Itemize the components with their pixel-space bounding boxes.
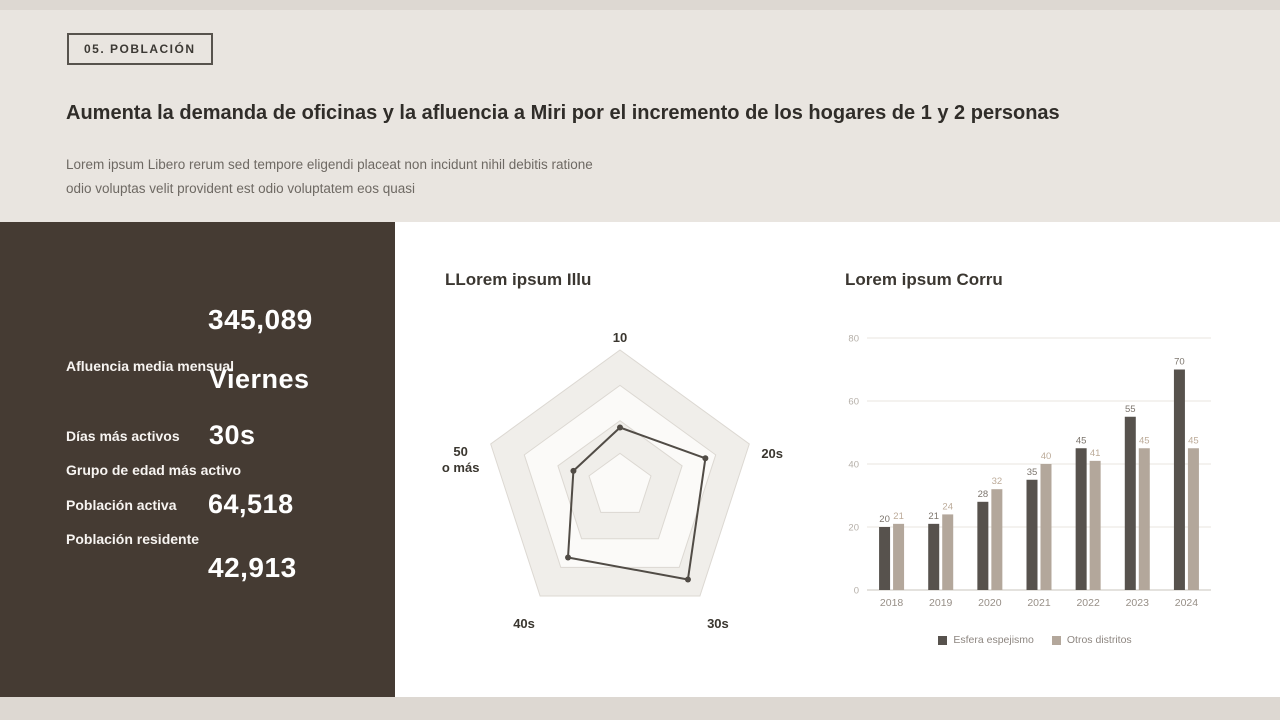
svg-text:10: 10 — [613, 330, 627, 345]
stat-label-residente: Población residente — [66, 531, 200, 547]
svg-text:2020: 2020 — [978, 597, 1002, 609]
svg-text:2018: 2018 — [880, 597, 904, 609]
section-tag: 05. POBLACIÓN — [67, 33, 213, 65]
svg-text:30s: 30s — [707, 616, 729, 631]
svg-text:2019: 2019 — [929, 597, 953, 609]
svg-text:40: 40 — [1041, 451, 1052, 462]
page-title: Aumenta la demanda de oficinas y la aflu… — [66, 102, 1060, 124]
legend-swatch-esfera — [938, 635, 948, 645]
svg-text:80: 80 — [848, 334, 859, 345]
stat-label-dias: Días más activos — [66, 428, 180, 444]
page-subtitle-line2: odio voluptas velit provident est odio v… — [66, 181, 415, 196]
svg-text:2023: 2023 — [1126, 597, 1150, 609]
svg-text:21: 21 — [928, 511, 939, 522]
svg-text:21: 21 — [893, 511, 904, 522]
legend-label-otros: Otros distritos — [1066, 634, 1132, 646]
bar-chart-legend: Esfera espejismo Otros distritos — [833, 634, 1237, 646]
svg-text:2022: 2022 — [1076, 597, 1100, 609]
svg-text:45: 45 — [1188, 435, 1199, 446]
stat-value-activa: 64,518 — [208, 489, 294, 519]
page-subtitle-line1: Lorem ipsum Libero rerum sed tempore eli… — [66, 157, 593, 172]
svg-text:50o más: 50 o más — [442, 444, 480, 475]
stat-label-activa: Población activa — [66, 497, 177, 513]
legend-item: Otros distritos — [1051, 634, 1132, 646]
stat-value-residente: 42,913 — [208, 552, 297, 583]
svg-text:28: 28 — [978, 489, 989, 500]
radar-chart-title: LLorem ipsum Illu — [445, 270, 592, 289]
svg-text:41: 41 — [1090, 448, 1101, 459]
svg-text:70: 70 — [1174, 357, 1185, 368]
svg-text:2024: 2024 — [1175, 597, 1199, 609]
svg-text:35: 35 — [1027, 467, 1038, 478]
svg-text:60: 60 — [848, 397, 859, 408]
svg-text:0: 0 — [854, 586, 859, 597]
legend-label-esfera: Esfera espejismo — [953, 634, 1034, 646]
svg-text:40: 40 — [848, 460, 859, 471]
header-section: 05. POBLACIÓN Aumenta la demanda de ofic… — [0, 10, 1280, 222]
stat-value-afluencia: 345,089 — [208, 304, 313, 335]
svg-text:45: 45 — [1139, 435, 1150, 446]
svg-text:2021: 2021 — [1027, 597, 1051, 609]
svg-text:40s: 40s — [513, 616, 535, 631]
svg-text:20: 20 — [848, 523, 859, 534]
stat-label-edad: Grupo de edad más activo — [66, 462, 242, 478]
svg-text:20: 20 — [879, 514, 890, 525]
svg-text:45: 45 — [1076, 435, 1087, 446]
stat-label-afluencia: Afluencia media mensual — [66, 358, 235, 374]
svg-text:55: 55 — [1125, 404, 1136, 415]
legend-item: Esfera espejismo — [938, 634, 1034, 646]
svg-text:20s: 20s — [761, 446, 783, 461]
svg-text:32: 32 — [992, 476, 1003, 487]
legend-swatch-otros — [1051, 635, 1061, 645]
page-subtitle: Lorem ipsum Libero rerum sed tempore eli… — [66, 153, 966, 201]
svg-text:24: 24 — [942, 501, 953, 512]
bar-chart-title: Lorem ipsum Corru — [845, 270, 1003, 289]
charts-panel: LLorem ipsum Illu 10 20s 30s 40s 50 o más Lor… — [395, 222, 1280, 697]
radar-chart: 10 20s 30s 40s 50 o más — [442, 330, 783, 631]
stat-value-dias: Viernes — [209, 364, 310, 394]
stats-panel: 345,089 Afluencia media mensual Viernes … — [0, 222, 395, 697]
stat-value-edad: 30s — [209, 420, 256, 450]
